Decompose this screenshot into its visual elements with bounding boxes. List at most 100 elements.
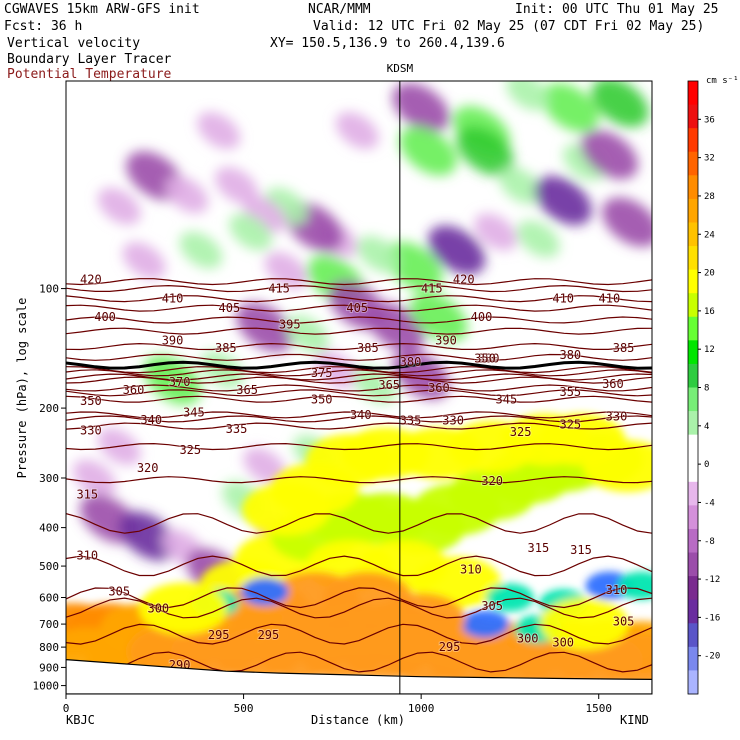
theta-label: 385 [215, 341, 237, 355]
theta-contour-405 [66, 304, 652, 312]
theta-label: 310 [606, 583, 628, 597]
colorbar: 36 32 28 24 20 16 12 8 4 0 -4 -8 -12 -16 -20 [687, 80, 720, 695]
w-cell [243, 447, 287, 485]
theta-label: 335 [400, 414, 422, 428]
w-cell [410, 292, 468, 342]
w-cell [499, 167, 543, 204]
w-cell [474, 213, 518, 251]
vertical-velocity-field [72, 81, 652, 598]
w-cell [399, 126, 457, 176]
w-cell [122, 242, 166, 280]
theta-contour-300 [66, 597, 652, 619]
x-axis-label: Distance (km) [311, 713, 405, 727]
theta-label: 325 [559, 418, 581, 432]
colorbar-swatch [688, 151, 698, 176]
colorbar-tick-label: 8 [704, 384, 709, 394]
colorbar-tick-label: 4 [704, 422, 709, 432]
x-tick-label: 1500 [585, 702, 612, 715]
colorbar-swatch [688, 81, 698, 106]
theta-contour-380 [66, 360, 652, 370]
x-tick-label: 500 [234, 702, 254, 715]
theta-label: 310 [76, 548, 98, 562]
theta-contour-315 [66, 513, 652, 534]
colorbar-swatch [688, 340, 698, 365]
theta-label: 420 [80, 273, 102, 287]
w-cell [591, 81, 649, 128]
theta-contour-295 [66, 623, 652, 645]
colorbar-swatch [688, 222, 698, 247]
w-cell [392, 82, 450, 133]
theta-label: 350 [311, 392, 333, 406]
theta-contour-340 [66, 411, 652, 419]
theta-label: 320 [137, 461, 159, 475]
boundary-layer-cell [582, 440, 652, 493]
w-cell [72, 459, 116, 497]
w-cell [602, 197, 652, 247]
theta-label: 315 [528, 541, 550, 555]
theta-label: 385 [357, 341, 379, 355]
w-cell [229, 213, 273, 251]
theta-label: 340 [140, 413, 162, 427]
colorbar-swatch [688, 646, 698, 671]
w-cell [197, 112, 241, 150]
w-cell [534, 175, 592, 226]
theta-contour-370 [66, 369, 652, 377]
theta-label: 410 [162, 292, 184, 306]
y-tick-label: 200 [39, 402, 59, 415]
theta-label: 340 [350, 408, 372, 422]
theta-contour-345 [66, 395, 652, 403]
theta-label: 335 [226, 422, 248, 436]
theta-label: 400 [94, 310, 116, 324]
colorbar-swatch [688, 481, 698, 506]
theta-label: 305 [613, 615, 635, 629]
colorbar-tick-label: 24 [704, 230, 715, 240]
colorbar-swatch [688, 505, 698, 530]
kdsm-marker-label: KDSM [387, 62, 414, 75]
colorbar-swatch [688, 599, 698, 624]
colorbar-tick-label: 32 [704, 154, 715, 164]
y-tick-label: 300 [39, 472, 59, 485]
x-tick-label: 0 [63, 702, 70, 715]
colorbar-tick-label: 36 [704, 115, 715, 125]
theta-contour-330 [66, 422, 652, 430]
theta-label: 345 [496, 392, 518, 406]
theta-label: 325 [510, 425, 532, 439]
theta-contour-420 [66, 278, 652, 286]
theta-label: 295 [439, 640, 461, 654]
colorbar-swatch [688, 316, 698, 341]
theta-label: 400 [471, 310, 493, 324]
colorbar-swatch [688, 458, 698, 483]
theta-label: 380 [559, 348, 581, 362]
theta-label: 410 [599, 292, 621, 306]
theta-label: 375 [311, 366, 333, 380]
header-field-potential-temperature: Potential Temperature [7, 67, 172, 82]
theta-label: 390 [435, 333, 457, 347]
theta-label: 350 [474, 351, 496, 365]
theta-label: 310 [460, 562, 482, 576]
colorbar-swatch [688, 528, 698, 554]
boundary-layer-cell [241, 483, 331, 536]
theta-label: 330 [80, 424, 102, 438]
colorbar-swatch [688, 434, 698, 459]
boundary-layer-cell [461, 610, 509, 639]
theta-label: 300 [552, 636, 574, 650]
header-valid-time: Valid: 12 UTC Fri 02 May 25 (07 CDT Fri … [313, 19, 704, 34]
colorbar-tick-label: -12 [704, 575, 720, 585]
colorbar-swatch [688, 293, 698, 318]
w-cell [353, 366, 397, 404]
boundary-layer-cell [486, 583, 534, 612]
w-cell [367, 302, 425, 352]
theta-label: 420 [453, 273, 475, 287]
header-model-title: CGWAVES 15km ARW-GFS init [4, 2, 200, 17]
theta-contour-290 [66, 651, 652, 673]
theta-label: 360 [428, 381, 450, 395]
colorbar-tick-label: 28 [704, 192, 715, 202]
w-cell [335, 112, 379, 150]
boundary-layer-cell [540, 598, 629, 651]
y-axis-label: Pressure (hPa), log scale [15, 298, 29, 479]
w-cell [580, 130, 638, 180]
colorbar-units: cm s⁻¹ [706, 76, 739, 86]
y-tick-label: 600 [39, 592, 59, 605]
